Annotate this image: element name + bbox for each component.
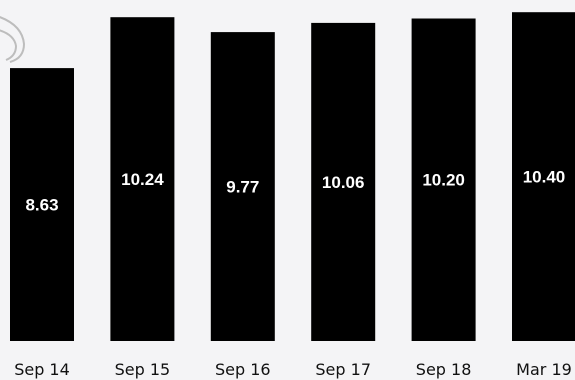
corner-decoration (0, 16, 26, 63)
bar-value-label: 9.77 (226, 178, 259, 197)
x-tick-label: Sep 16 (215, 360, 271, 379)
bar-sep-15 (110, 17, 175, 341)
bar-sep-17 (311, 22, 376, 342)
bar-sep-16 (210, 32, 275, 341)
x-tick-label: Mar 19 (516, 360, 572, 379)
bar-value-label: 10.40 (523, 168, 566, 187)
bar-value-label: 10.24 (121, 170, 164, 189)
bar-sep-18 (411, 18, 476, 341)
bar-mar-19 (512, 12, 575, 341)
bar-value-label: 8.63 (25, 196, 58, 215)
bar-value-label: 10.20 (422, 171, 465, 190)
x-tick-label: Sep 15 (115, 360, 171, 379)
bar-sep-14 (10, 68, 74, 341)
x-tick-label: Sep 18 (416, 360, 472, 379)
x-tick-label: Sep 17 (315, 360, 371, 379)
bar-value-label: 10.06 (322, 173, 365, 192)
x-tick-label: Sep 14 (14, 360, 70, 379)
